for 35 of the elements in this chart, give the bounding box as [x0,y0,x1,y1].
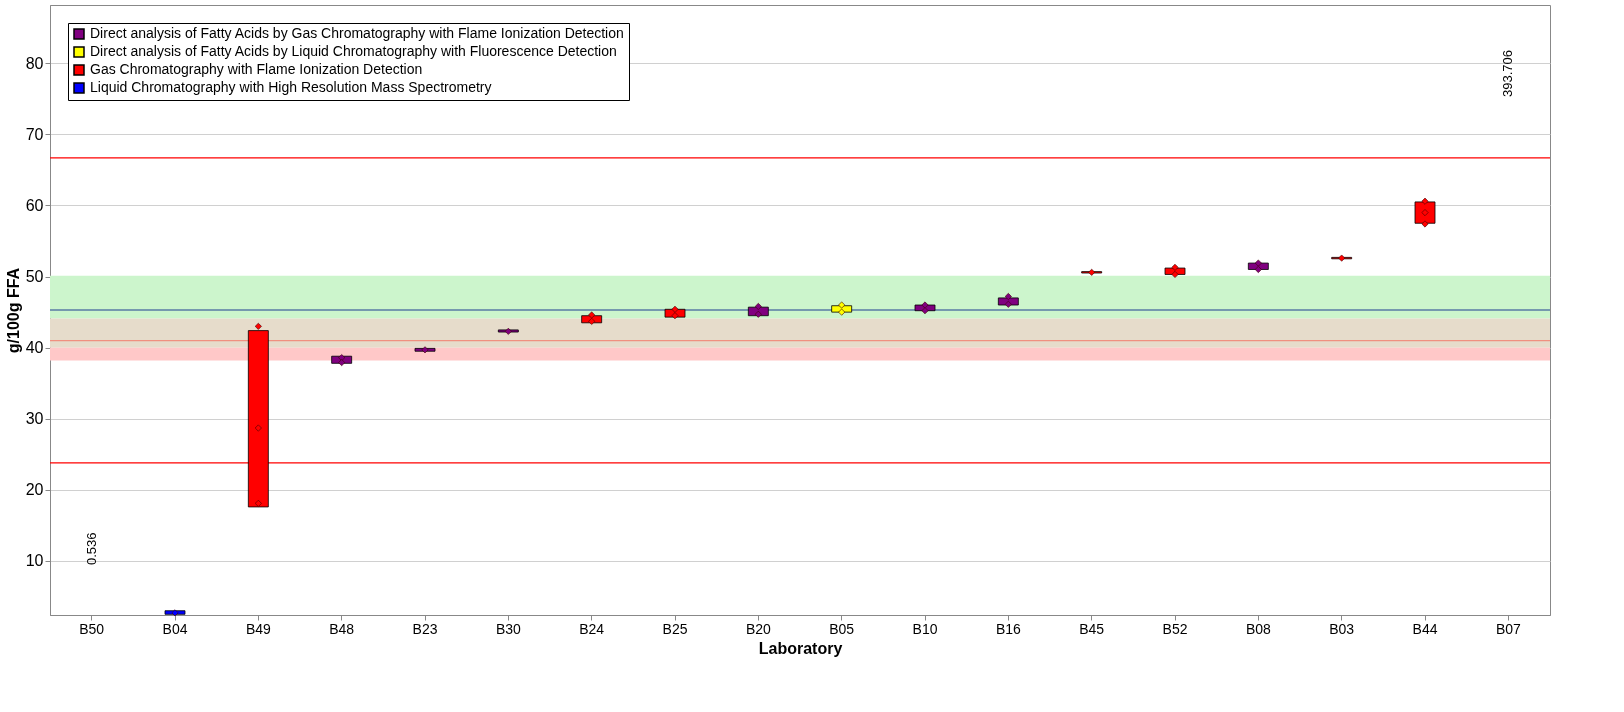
x-tick-label: B05 [829,620,855,637]
x-tick-label: B25 [662,620,688,637]
y-tick-label: 60 [25,196,44,214]
x-tick-label: B10 [912,620,938,637]
annotation: 0.536 [83,532,99,565]
x-tick-label: B50 [79,620,105,637]
x-tick-label: B30 [495,620,521,637]
x-axis-title: Laboratory [758,639,843,657]
y-tick-label: 70 [25,125,44,143]
x-tick-label: B49 [245,620,271,637]
legend-label: Direct analysis of Fatty Acids by Gas Chromatography with Flame Ionization Detection [90,25,624,41]
x-tick-label: B23 [412,620,438,637]
legend-label: Liquid Chromatography with High Resolution Mass Spectrometry [90,79,492,95]
y-tick-label: 10 [25,552,44,570]
x-tick-label: B07 [1495,620,1521,637]
x-tick-label: B52 [1162,620,1188,637]
x-tick-label: B03 [1329,620,1355,637]
y-tick-label: 20 [25,481,44,499]
bar [164,610,186,615]
x-tick-label: B45 [1079,620,1105,637]
x-tick-label: B48 [329,620,355,637]
annotation: 393.706 [1500,50,1516,97]
y-tick-label: 30 [25,410,44,428]
x-tick-label: B24 [579,620,605,637]
x-tick-label: B20 [745,620,771,637]
y-tick-label: 40 [25,339,44,357]
x-tick-label: B16 [995,620,1021,637]
x-tick-label: B04 [162,620,188,637]
legend-label: Direct analysis of Fatty Acids by Liquid Chromatography with Fluorescence Detection [90,43,617,59]
y-axis-title: g/100g FFA [4,267,22,354]
x-tick-label: B08 [1245,620,1271,637]
legend-label: Gas Chromatography with Flame Ionization Detection [90,61,423,77]
y-tick-label: 50 [25,268,44,286]
y-tick-label: 80 [25,54,44,72]
x-tick-label: B44 [1412,620,1438,637]
